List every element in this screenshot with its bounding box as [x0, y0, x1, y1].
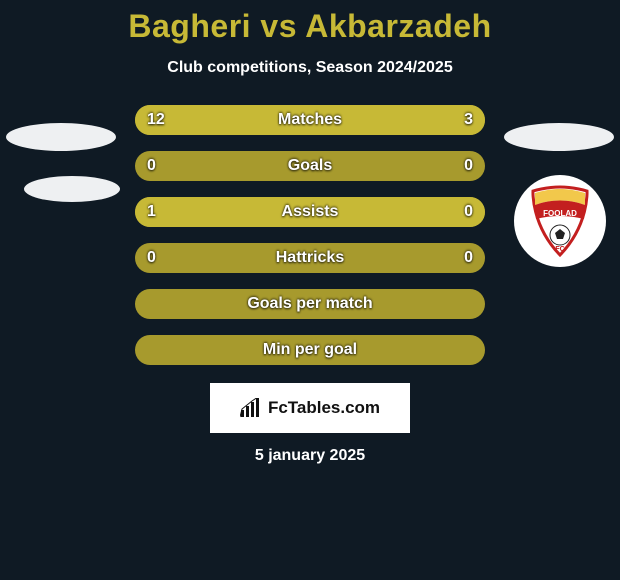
player-left-placeholder [6, 123, 116, 151]
stat-value-left: 1 [147, 203, 156, 221]
stat-value-left: 0 [147, 249, 156, 267]
svg-text:FC: FC [555, 246, 564, 253]
brand-badge[interactable]: FcTables.com [210, 383, 410, 433]
club-crest-icon: FOOLAD FC [529, 185, 591, 257]
footer-date: 5 january 2025 [0, 447, 620, 465]
stat-value-left: 0 [147, 157, 156, 175]
stat-value-right: 3 [464, 111, 473, 129]
bar-chart-icon [240, 398, 264, 418]
page-title: Bagheri vs Akbarzadeh [0, 0, 620, 45]
stat-label: Goals [288, 157, 332, 175]
stat-label: Goals per match [247, 295, 372, 313]
player-left-placeholder-2 [24, 176, 120, 202]
stat-label: Min per goal [263, 341, 357, 359]
stat-row: 0 0 Hattricks [135, 243, 485, 273]
stat-value-right: 0 [464, 249, 473, 267]
comparison-card: Bagheri vs Akbarzadeh Club competitions,… [0, 0, 620, 580]
stat-label: Hattricks [276, 249, 344, 267]
stat-value-right: 0 [464, 203, 473, 221]
stat-value-right: 0 [464, 157, 473, 175]
stat-row: 0 0 Goals [135, 151, 485, 181]
player-right-placeholder [504, 123, 614, 151]
stat-value-left: 12 [147, 111, 165, 129]
club-badge-right: FOOLAD FC [514, 175, 606, 267]
stat-row: Goals per match [135, 289, 485, 319]
stat-fill-left [135, 105, 415, 135]
stat-label: Matches [278, 111, 342, 129]
stat-row: Min per goal [135, 335, 485, 365]
stat-label: Assists [282, 203, 339, 221]
svg-text:FOOLAD: FOOLAD [543, 209, 577, 218]
subtitle: Club competitions, Season 2024/2025 [0, 59, 620, 77]
stat-fill-right [415, 105, 485, 135]
brand-text: FcTables.com [268, 398, 380, 418]
stat-row: 12 3 Matches [135, 105, 485, 135]
stat-row: 1 0 Assists [135, 197, 485, 227]
